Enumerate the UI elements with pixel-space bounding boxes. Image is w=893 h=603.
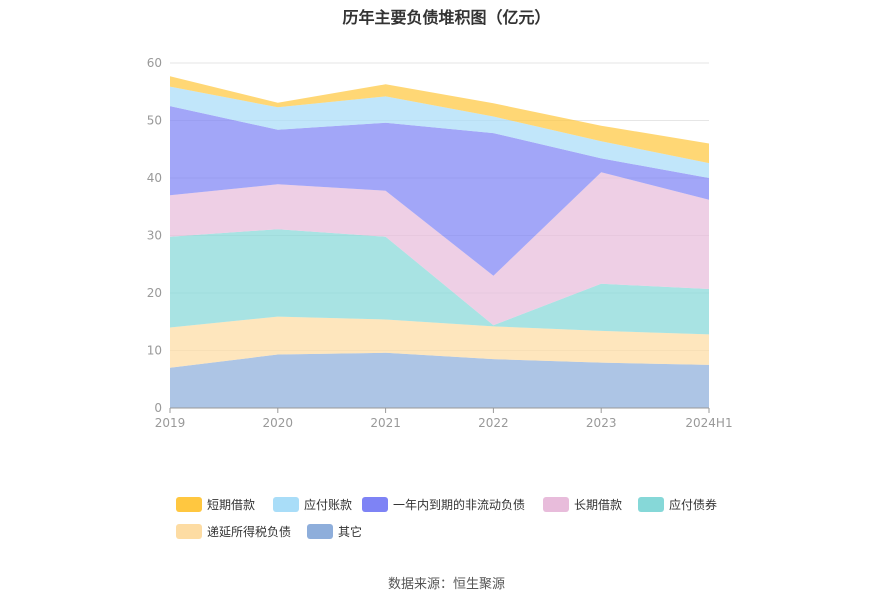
y-tick-label: 40	[147, 171, 162, 185]
legend-item[interactable]: 长期借款	[543, 496, 622, 513]
legend-label: 一年内到期的非流动负债	[393, 498, 526, 512]
area-series-5	[170, 86, 709, 178]
legend-swatch	[362, 497, 388, 512]
y-tick-label: 30	[147, 229, 162, 243]
legend-item[interactable]: 其它	[307, 523, 362, 540]
y-tick-label: 60	[147, 56, 162, 70]
legend-label: 短期借款	[207, 498, 256, 512]
legend-item[interactable]: 应付债券	[638, 496, 717, 513]
legend-swatch	[176, 497, 202, 512]
legend-label: 应付债券	[669, 498, 718, 512]
area-series-0	[170, 352, 709, 408]
legend-swatch	[176, 524, 202, 539]
area-series-2	[170, 229, 709, 335]
x-tick-label: 2020	[263, 416, 294, 430]
x-tick-label: 2024H1	[685, 416, 732, 430]
y-tick-label: 0	[154, 401, 162, 415]
x-tick-label: 2021	[370, 416, 401, 430]
legend-swatch	[638, 497, 664, 512]
legend-label: 长期借款	[574, 498, 623, 512]
y-tick-label: 20	[147, 286, 162, 300]
legend-label: 其它	[338, 525, 363, 539]
legend-swatch	[543, 497, 569, 512]
area-series-3	[170, 172, 709, 326]
x-tick-label: 2019	[155, 416, 186, 430]
area-series-1	[170, 316, 709, 368]
x-tick-label: 2022	[478, 416, 509, 430]
chart-title: 历年主要负债堆积图（亿元）	[342, 8, 551, 27]
axes: 0 10 20 30 40 50 60 2019 2020 2021 2022 2023 2024H1	[147, 56, 733, 430]
area-series-4	[170, 106, 709, 276]
legend-label: 递延所得税负债	[207, 525, 292, 539]
legend-item[interactable]: 短期借款	[176, 496, 255, 513]
legend-item[interactable]: 应付账款	[273, 496, 352, 513]
area-series-layer	[170, 76, 709, 408]
legend-item[interactable]: 递延所得税负债	[176, 523, 291, 540]
y-tick-label: 50	[147, 114, 162, 128]
legend-label: 应付账款	[304, 498, 353, 512]
y-tick-label: 10	[147, 344, 162, 358]
legend-swatch	[307, 524, 333, 539]
x-tick-label: 2023	[586, 416, 617, 430]
data-source-note: 数据来源：恒生聚源	[387, 577, 505, 592]
legend-swatch	[273, 497, 299, 512]
legend-item[interactable]: 一年内到期的非流动负债	[362, 496, 525, 513]
